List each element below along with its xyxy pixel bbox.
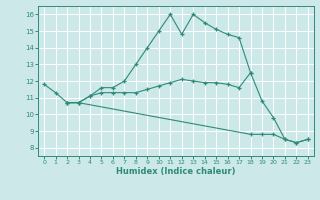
X-axis label: Humidex (Indice chaleur): Humidex (Indice chaleur) <box>116 167 236 176</box>
